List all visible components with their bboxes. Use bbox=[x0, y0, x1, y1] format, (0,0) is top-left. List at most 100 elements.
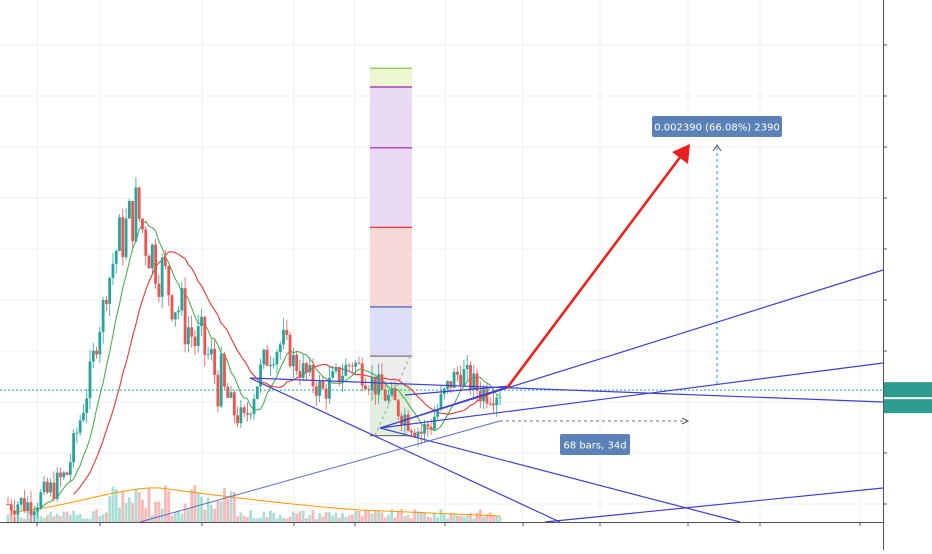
candle-body bbox=[492, 403, 495, 406]
candle-body bbox=[167, 265, 171, 296]
volume-bar bbox=[314, 518, 318, 522]
volume-bar bbox=[423, 512, 426, 522]
volume-bar bbox=[203, 509, 207, 522]
annotations: 0.002390 (66.08%) 2390 68 bars, 34d bbox=[500, 116, 782, 455]
candle-body bbox=[275, 352, 279, 365]
candle-body bbox=[429, 426, 433, 430]
volume-bar bbox=[252, 517, 256, 522]
volume-bar bbox=[288, 516, 292, 522]
candle-body bbox=[29, 502, 33, 516]
volume-bar bbox=[72, 510, 75, 522]
candle-body bbox=[452, 371, 456, 388]
candle-body bbox=[55, 472, 59, 500]
candle-body bbox=[436, 408, 440, 417]
volume-bar bbox=[131, 502, 135, 522]
volume-bar bbox=[321, 516, 325, 522]
candle-body bbox=[62, 472, 66, 478]
candle-body bbox=[406, 414, 410, 431]
volume-bar bbox=[291, 511, 295, 522]
volume-bar bbox=[219, 501, 223, 522]
volume-ma-line bbox=[9, 487, 501, 517]
candle-body bbox=[177, 310, 180, 313]
volume-bar bbox=[164, 485, 167, 522]
candle-body bbox=[383, 389, 387, 401]
candle-body bbox=[68, 462, 72, 475]
volume-bar bbox=[196, 493, 200, 522]
candle-body bbox=[272, 364, 276, 366]
candle-body bbox=[236, 415, 239, 424]
volume-bar bbox=[442, 513, 446, 522]
volume-bar bbox=[49, 511, 53, 522]
volume-bar bbox=[354, 510, 358, 522]
fib-zone bbox=[370, 68, 412, 88]
candle-body bbox=[308, 365, 312, 373]
candle-body bbox=[396, 400, 400, 417]
volume-bar bbox=[301, 510, 305, 522]
volume-bar bbox=[68, 514, 72, 522]
time-axis-bg bbox=[0, 522, 932, 550]
volume-bar bbox=[147, 488, 151, 522]
candle-body bbox=[196, 326, 200, 347]
volume-bar bbox=[177, 510, 180, 522]
candle-body bbox=[141, 218, 144, 230]
volume-bar bbox=[52, 516, 56, 522]
volume-bar bbox=[403, 516, 407, 522]
volume-bar bbox=[393, 517, 397, 522]
volume-bar bbox=[452, 513, 456, 522]
fan-line-middle bbox=[379, 362, 884, 429]
candle-body bbox=[469, 364, 472, 390]
volume-bar bbox=[42, 517, 46, 522]
candle-body bbox=[203, 316, 207, 355]
candle-body bbox=[23, 498, 26, 511]
candle-body bbox=[49, 482, 53, 493]
candle-body bbox=[173, 312, 177, 320]
volume-bar bbox=[265, 517, 269, 522]
bottom-ascending-line bbox=[544, 487, 884, 523]
candle-body bbox=[259, 364, 262, 387]
candle-body bbox=[65, 472, 69, 475]
candle-body bbox=[351, 365, 354, 367]
candle-body bbox=[101, 300, 105, 332]
candle-body bbox=[160, 257, 164, 297]
volume-bar bbox=[226, 498, 230, 522]
volume-bar bbox=[141, 499, 144, 522]
volume-bar bbox=[216, 500, 220, 522]
candle-body bbox=[462, 369, 466, 386]
volume-bar bbox=[19, 517, 23, 522]
triangle-lower bbox=[404, 385, 511, 421]
volume-bar bbox=[472, 518, 476, 522]
volume-bar bbox=[223, 487, 226, 522]
volume-bar bbox=[285, 518, 289, 522]
volume-bar bbox=[416, 511, 420, 522]
candle-body bbox=[285, 329, 289, 335]
candle-body bbox=[262, 349, 266, 365]
candle-body bbox=[433, 416, 436, 430]
volume-bar bbox=[410, 518, 413, 522]
volume-bar bbox=[269, 510, 272, 522]
volume-bar bbox=[282, 517, 285, 522]
triangle-upper bbox=[404, 385, 511, 396]
candle-body bbox=[59, 472, 62, 478]
volume-bar bbox=[239, 512, 243, 522]
candle-body bbox=[226, 386, 230, 398]
volume-bar bbox=[232, 492, 236, 522]
candle-body bbox=[105, 300, 108, 304]
candle-body bbox=[206, 354, 210, 356]
volume-bar bbox=[75, 514, 79, 522]
candle-body bbox=[121, 217, 125, 258]
candle-body bbox=[265, 349, 269, 366]
candle-body bbox=[370, 376, 374, 390]
volume-bar bbox=[59, 515, 62, 522]
fib-zone bbox=[370, 306, 412, 357]
volume-bar bbox=[485, 514, 489, 522]
volume-bar bbox=[295, 513, 299, 522]
candle-body bbox=[318, 381, 321, 396]
descending-line-2 bbox=[379, 427, 741, 523]
volume-bar bbox=[449, 513, 453, 522]
volume-bar bbox=[170, 515, 174, 522]
candle-body bbox=[180, 288, 184, 311]
price-range-label-bg bbox=[652, 116, 782, 137]
candle-body bbox=[295, 354, 299, 371]
price-range-label: 0.002390 (66.08%) 2390 bbox=[654, 123, 779, 134]
candle-body bbox=[419, 431, 423, 434]
